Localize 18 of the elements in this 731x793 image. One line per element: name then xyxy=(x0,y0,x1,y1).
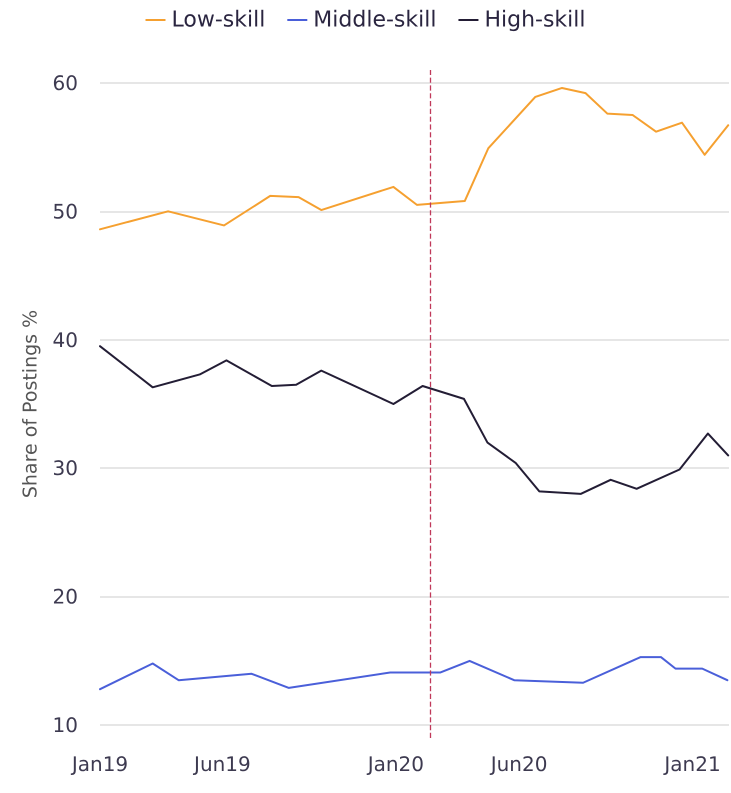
y-tick-label: 10 xyxy=(52,713,78,738)
line-series xyxy=(99,86,730,230)
legend-label: Low-skill xyxy=(172,8,266,32)
x-tick-label: Jan21 xyxy=(662,752,721,776)
y-tick-label: 50 xyxy=(52,199,78,224)
x-tick-label: Jun19 xyxy=(192,752,251,776)
line-series xyxy=(99,345,730,495)
x-tick-label: Jan20 xyxy=(366,752,424,776)
x-tick-label: Jun20 xyxy=(488,752,548,776)
legend-label: Middle-skill xyxy=(313,8,436,32)
y-tick-label: 20 xyxy=(52,584,78,609)
y-tick-label: 40 xyxy=(52,328,78,352)
line-series xyxy=(99,656,728,690)
y-tick-label: 60 xyxy=(52,70,78,95)
y-tick-label: 30 xyxy=(52,456,78,480)
y-axis-title: Share of Postings % xyxy=(20,310,42,498)
x-tick-label: Jan19 xyxy=(70,752,128,776)
legend-label: High-skill xyxy=(484,8,586,32)
